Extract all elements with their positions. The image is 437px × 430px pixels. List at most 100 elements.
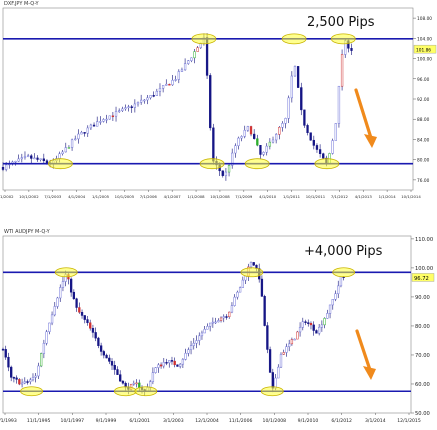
y-tick-label: 108.00 — [417, 16, 432, 22]
candle-body — [67, 147, 71, 149]
candle-body — [26, 381, 29, 383]
candle-body — [296, 66, 300, 88]
chart-title: WTI AUDJPY M-Q-Y — [4, 229, 50, 235]
candle-body — [34, 375, 37, 378]
candle-body — [227, 165, 231, 173]
candle-body — [174, 79, 177, 81]
candle-body — [193, 51, 196, 59]
candle-body — [190, 57, 193, 61]
x-tick-label: 10/1/2014 — [401, 194, 421, 199]
candle-body — [18, 379, 21, 385]
last-price-label: 96.72 — [414, 276, 429, 282]
candle-body — [56, 297, 59, 307]
candle-body — [262, 151, 265, 155]
x-tick-label: 10/1/2005 — [115, 194, 135, 199]
y-tick-label: 96.00 — [417, 77, 430, 83]
pips-annotation: 2,500 Pips — [307, 15, 375, 30]
resistance-touch-marker — [240, 267, 264, 278]
candle-body — [20, 157, 23, 160]
support-touch-marker — [244, 158, 270, 170]
candle-body — [161, 85, 165, 89]
candle-body — [284, 118, 287, 124]
candle-body — [146, 97, 149, 101]
candle-body — [328, 304, 332, 314]
candle-body — [293, 66, 297, 77]
candle-body — [323, 318, 326, 326]
candle-body — [249, 262, 253, 268]
candle-body — [318, 149, 322, 154]
candle-body — [337, 85, 341, 124]
candle-body — [260, 278, 264, 297]
candle-body — [39, 158, 42, 161]
candle-body — [159, 364, 163, 367]
candle-body — [203, 328, 206, 334]
candle-body — [183, 63, 187, 71]
x-tick-label: 1/1/2005 — [92, 194, 110, 199]
candle-body — [14, 160, 17, 163]
candle-body — [121, 108, 124, 111]
x-tick-label: 10/1/2008 — [210, 194, 230, 199]
candle-body — [114, 111, 118, 117]
support-touch-marker — [314, 158, 340, 170]
y-tick-label: 110.00 — [415, 237, 433, 243]
candle-body — [83, 132, 86, 134]
candle-body — [224, 171, 228, 176]
arrow-shaft — [354, 88, 373, 140]
candle-body — [124, 107, 127, 110]
candle-body — [70, 139, 74, 148]
x-tick-label: 1/1/2002 — [0, 194, 14, 199]
candle-body — [315, 145, 319, 150]
candle-body — [211, 321, 215, 324]
x-tick-label: 10/1/2002 — [19, 194, 39, 199]
candle-body — [118, 110, 121, 112]
candle-body — [53, 306, 56, 316]
chart-header-prefix: WTI — [4, 229, 14, 235]
candle-body — [78, 307, 81, 313]
candle-body — [171, 79, 174, 86]
candle-body — [105, 118, 108, 121]
candle-body — [61, 281, 65, 288]
candle-body — [105, 354, 108, 359]
candle-body — [36, 157, 39, 160]
candle-body — [301, 321, 304, 328]
candle-body — [170, 360, 174, 362]
candle-body — [318, 326, 321, 334]
candle-body — [230, 305, 234, 313]
resistance-touch-marker — [281, 33, 307, 45]
chart-title-text: AUDJPY M-Q-Y — [15, 229, 50, 235]
candle-body — [97, 337, 100, 346]
candle-body — [1, 348, 5, 351]
candle-body — [154, 367, 157, 373]
y-tick-label: 100.00 — [415, 266, 433, 272]
chart-panel-aud-jpy: WTI AUDJPY M-Q-Y 50.00 60.00 70.00 80.00 90.… — [0, 228, 437, 426]
candle-body — [113, 365, 116, 370]
candle-body — [304, 321, 307, 323]
candle-body — [225, 316, 228, 318]
candle-body — [58, 153, 61, 159]
candle-body — [293, 338, 296, 341]
chart-svg-top: 76.00 80.00 84.00 88.00 92.00 96.00 100.00 104.… — [0, 7, 437, 199]
candle-body — [133, 103, 137, 108]
candle-body — [158, 88, 162, 92]
candle-body — [75, 298, 78, 308]
candle-body — [96, 121, 99, 127]
candle-body — [17, 158, 20, 162]
candle-body — [209, 75, 212, 129]
candle-body — [233, 296, 236, 306]
candle-body — [48, 322, 51, 332]
y-tick-label: 90.00 — [415, 295, 430, 301]
candle-body — [94, 332, 97, 339]
candle-body — [238, 287, 242, 293]
chart-title: DXF.JPY M-Q-Y — [4, 1, 39, 7]
candle-body — [219, 317, 223, 321]
candle-body — [350, 48, 353, 51]
support-touch-marker — [260, 386, 284, 397]
candle-body — [195, 340, 198, 344]
support-touch-marker — [48, 158, 73, 170]
candle-body — [189, 345, 193, 350]
y-tick-label: 76.00 — [417, 178, 430, 184]
candle-body — [303, 109, 306, 126]
support-touch-marker — [20, 386, 43, 397]
candle-body — [40, 353, 43, 367]
candle-body — [268, 349, 272, 373]
